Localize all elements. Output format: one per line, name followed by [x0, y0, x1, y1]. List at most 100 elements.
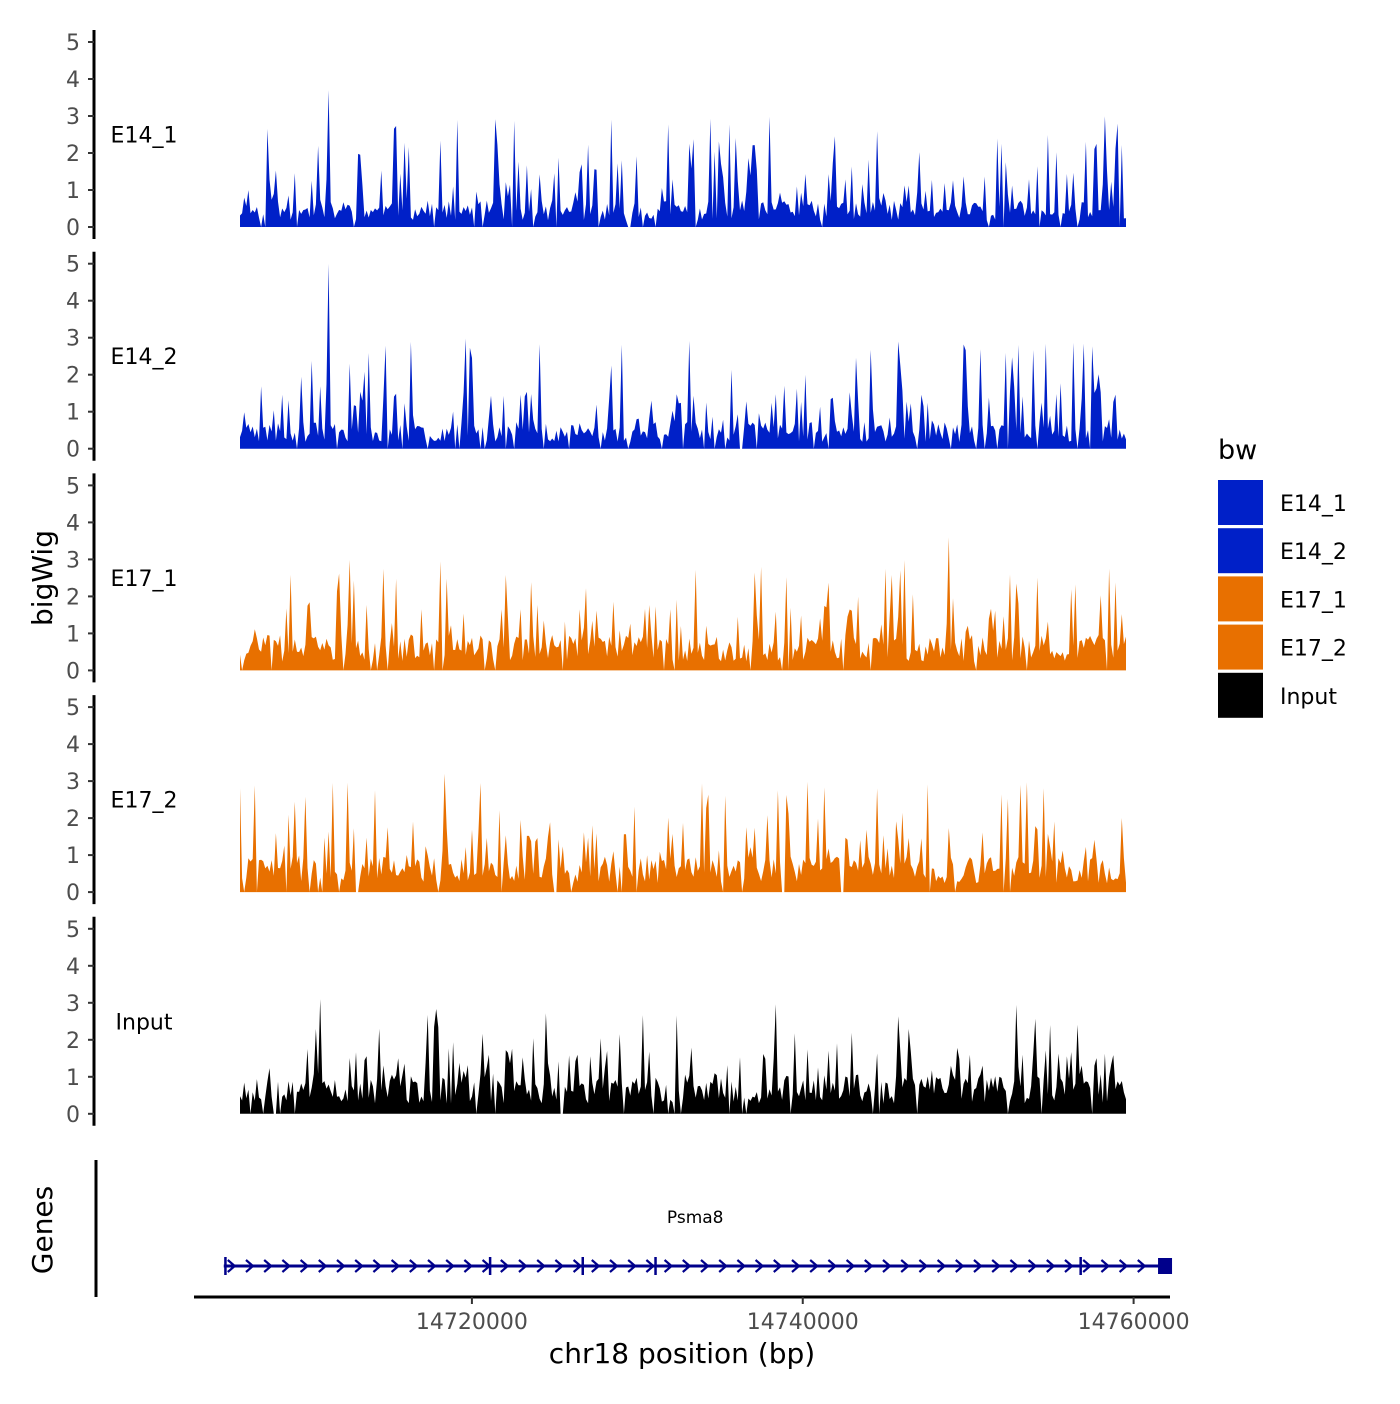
gene-name-label: Psma8 [667, 1208, 724, 1228]
gene-model [223, 1257, 1173, 1275]
strand-chevron [627, 1259, 637, 1273]
y-tick-label: 2 [66, 807, 80, 832]
legend-label-E14_2: E14_2 [1280, 540, 1347, 565]
track-E14_1: 0 1 2 3 4 5 E14_1 [66, 30, 1126, 241]
y-tick-label: 5 [66, 253, 80, 278]
strand-chevron [700, 1259, 710, 1273]
y-tick-label: 1 [66, 844, 80, 869]
strand-chevron [354, 1259, 364, 1273]
track-label: E17_1 [111, 567, 178, 592]
strand-chevron [372, 1259, 383, 1273]
track-label: E14_1 [111, 124, 178, 149]
track-label: E14_2 [111, 345, 178, 370]
legend-label-E17_2: E17_2 [1280, 637, 1347, 662]
strand-chevron [1137, 1259, 1147, 1273]
y-tick-label: 3 [66, 105, 80, 130]
x-tick-label: 14720000 [416, 1310, 528, 1335]
signal-area-Input [240, 999, 1126, 1114]
y-tick-label: 5 [66, 31, 80, 56]
track-E14_2: 0 1 2 3 4 5 E14_2 [66, 251, 1126, 463]
strand-chevron [845, 1259, 856, 1273]
strand-chevron [572, 1259, 583, 1273]
strand-chevron [1118, 1259, 1129, 1273]
legend: bw E14_1 E14_2 E17_1 E17_2 Input [1218, 435, 1347, 718]
y-tick-label: 3 [66, 327, 80, 352]
y-tick-label: 2 [66, 585, 80, 610]
strand-chevron [609, 1259, 619, 1273]
track-label: Input [116, 1010, 173, 1035]
strand-chevron [809, 1259, 819, 1273]
strand-chevron [918, 1259, 929, 1273]
strand-chevron [973, 1259, 983, 1273]
x-tick-label: 14740000 [747, 1310, 859, 1335]
genes-panel-title: Genes [26, 1186, 59, 1274]
strand-chevron [791, 1259, 801, 1273]
strand-chevron [463, 1259, 474, 1273]
strand-chevron [518, 1259, 528, 1273]
signal-area-E17_2 [240, 773, 1126, 893]
y-tick-label: 0 [66, 216, 80, 241]
y-tick-label: 2 [66, 364, 80, 389]
signal-area-E14_2 [240, 263, 1126, 449]
strand-chevron [1009, 1259, 1020, 1273]
signal-area-E17_1 [240, 537, 1126, 671]
y-tick-label: 5 [66, 696, 80, 721]
x-tick-label: 14760000 [1078, 1310, 1190, 1335]
legend-label-E14_1: E14_1 [1280, 492, 1347, 517]
strand-chevron [1064, 1259, 1074, 1273]
strand-chevron [936, 1259, 947, 1273]
strand-chevron [554, 1259, 565, 1273]
strand-chevron [955, 1259, 965, 1273]
y-axis-title: bigWig [26, 530, 59, 626]
track-E17_2: 0 1 2 3 4 5 E17_2 [66, 695, 1126, 906]
x-axis-title: chr18 position (bp) [549, 1337, 815, 1370]
track-E17_1: 0 1 2 3 4 5 E17_1 [66, 473, 1126, 684]
strand-chevron [864, 1259, 874, 1273]
strand-chevron [1027, 1259, 1038, 1273]
strand-chevron [299, 1259, 310, 1273]
y-tick-label: 1 [66, 401, 80, 426]
strand-chevron [645, 1259, 656, 1273]
strand-chevron [318, 1259, 328, 1273]
strand-chevron [827, 1259, 838, 1273]
y-tick-label: 0 [66, 1103, 80, 1128]
y-tick-label: 3 [66, 548, 80, 573]
strand-chevron [409, 1259, 419, 1273]
y-tick-label: 5 [66, 474, 80, 499]
legend-label-Input: Input [1280, 685, 1337, 710]
strand-chevron [663, 1259, 674, 1273]
y-tick-label: 4 [66, 290, 80, 315]
signal-area-E14_1 [240, 90, 1126, 227]
y-tick-label: 5 [66, 918, 80, 943]
legend-title: bw [1218, 435, 1257, 466]
y-tick-label: 0 [66, 659, 80, 684]
x-axis: 14720000 14740000 14760000 chr18 position … [194, 1295, 1190, 1370]
strand-chevron [1100, 1259, 1111, 1273]
strand-chevron [227, 1259, 237, 1273]
strand-chevron [390, 1259, 401, 1273]
track-Input: 0 1 2 3 4 5 Input [66, 916, 1126, 1128]
legend-label-E17_1: E17_1 [1280, 588, 1347, 613]
y-tick-label: 1 [66, 622, 80, 647]
y-tick-label: 2 [66, 142, 80, 167]
y-tick-label: 4 [66, 511, 80, 536]
strand-chevron [900, 1259, 910, 1273]
strand-chevron [773, 1259, 783, 1273]
x-axis-ticks: 14720000 14740000 14760000 [416, 1297, 1190, 1335]
strand-chevron [427, 1259, 437, 1273]
legend-swatch-E17_2 [1218, 624, 1263, 670]
strand-chevron [1046, 1259, 1056, 1273]
strand-chevron [754, 1259, 765, 1273]
y-tick-label: 4 [66, 955, 80, 980]
signal-tracks: 0 1 2 3 4 5 E14_1 0 1 2 3 4 5 E14_2 0 1 2 3 4 5 E17_1 0 1 2 3 4 5 E… [66, 30, 1126, 1128]
exon-block [1158, 1258, 1173, 1274]
track-label: E17_2 [111, 789, 178, 814]
legend-items: E14_1 E14_2 E17_1 E17_2 Input [1218, 480, 1347, 718]
legend-swatch-Input [1218, 672, 1263, 718]
legend-swatch-E17_1 [1218, 576, 1263, 622]
strand-chevron [336, 1259, 346, 1273]
y-tick-label: 1 [66, 1066, 80, 1091]
legend-swatch-E14_1 [1218, 480, 1263, 525]
